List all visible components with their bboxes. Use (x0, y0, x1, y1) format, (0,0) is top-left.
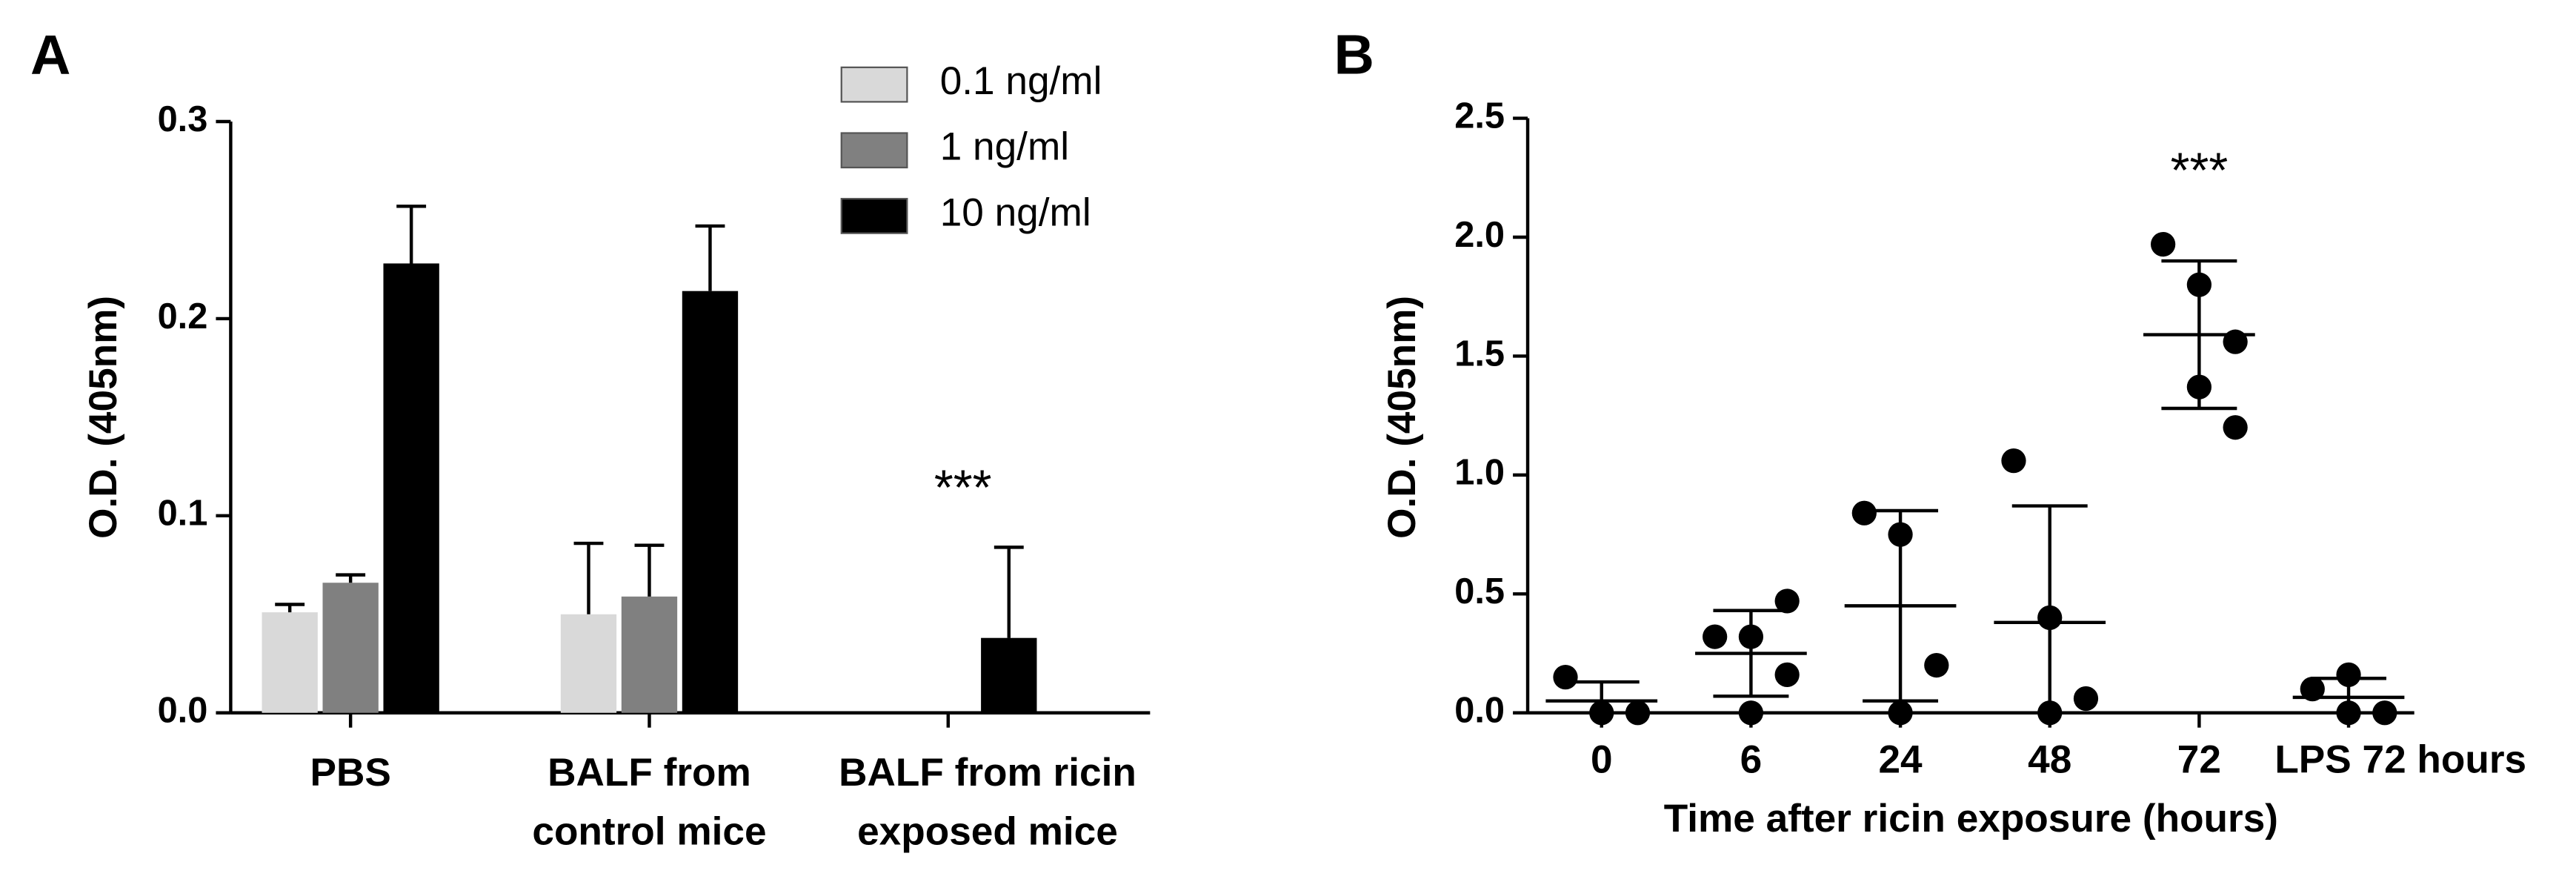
y-axis-title: O.D. (405nm) (81, 296, 125, 539)
panel-label: A (30, 24, 70, 86)
annotation: *** (2171, 143, 2229, 198)
y-tick-label: 0.3 (158, 99, 208, 139)
x-tick-label: 24 (1878, 737, 1923, 781)
legend-label: 10 ng/ml (940, 190, 1091, 234)
panel-label: B (1334, 24, 1374, 86)
data-point (1738, 700, 1764, 726)
legend-label: 0.1 ng/ml (940, 59, 1102, 103)
x-tick-label: 0 (1591, 737, 1613, 781)
x-axis-title: Time after ricin exposure (hours) (1664, 797, 2278, 840)
y-tick-label: 0.1 (158, 494, 208, 534)
legend-swatch (840, 198, 908, 234)
y-tick-label: 0.2 (158, 296, 208, 336)
x-tick-label: LPS 72 hours (2274, 737, 2526, 781)
bar (322, 583, 379, 713)
x-tick-label: BALF from ricin exposed mice (839, 751, 1136, 854)
bar (981, 637, 1037, 713)
y-tick-label: 1.5 (1454, 334, 1505, 374)
data-point (2300, 677, 2325, 702)
data-point (1851, 500, 1877, 525)
bar (682, 291, 739, 713)
legend-swatch (840, 132, 908, 169)
data-point (2223, 415, 2248, 440)
x-tick-label: 72 (2177, 737, 2221, 781)
y-tick-label: 2.0 (1454, 215, 1505, 255)
data-point (2073, 686, 2099, 712)
data-point (1625, 700, 1651, 726)
x-tick-label: BALF from control mice (532, 751, 766, 854)
data-point (1888, 700, 1913, 726)
data-point (1553, 664, 1578, 690)
x-tick-label: PBS (310, 751, 390, 795)
y-tick-label: 1.0 (1454, 453, 1505, 493)
bar (560, 614, 617, 713)
data-point (2151, 231, 2176, 257)
x-tick-label: 6 (1740, 737, 1763, 781)
annotation: *** (934, 461, 992, 516)
y-tick-label: 0.0 (158, 691, 208, 731)
data-point (1924, 652, 1949, 678)
data-point (2336, 662, 2361, 688)
y-tick-label: 0.0 (1454, 691, 1505, 731)
data-point (2372, 700, 2397, 726)
bar (262, 612, 318, 713)
legend-swatch (840, 66, 908, 103)
y-tick-label: 2.5 (1454, 96, 1505, 136)
data-point (2001, 448, 2026, 474)
data-point (1774, 588, 1800, 614)
data-point (1774, 662, 1800, 688)
y-axis-title: O.D. (405nm) (1380, 296, 1424, 539)
legend-label: 1 ng/ml (940, 125, 1069, 169)
y-tick-label: 0.5 (1454, 571, 1505, 611)
bar (621, 596, 678, 713)
bar (383, 263, 439, 713)
x-tick-label: 48 (2028, 737, 2071, 781)
data-point (1703, 624, 1728, 649)
